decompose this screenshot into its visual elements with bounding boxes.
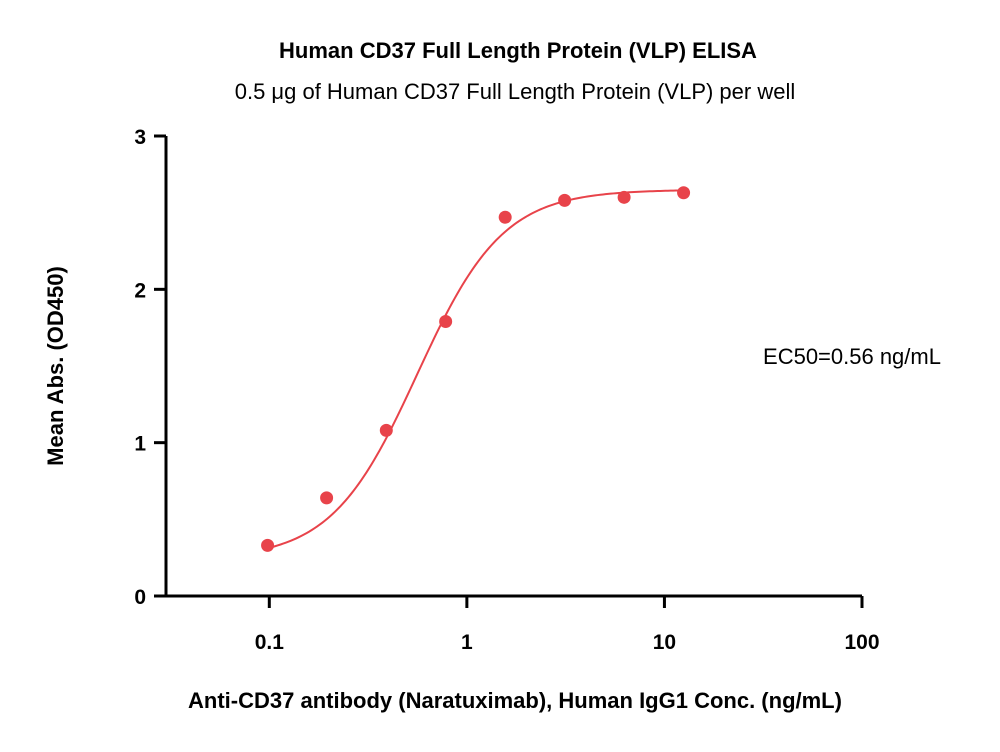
data-point: [379, 423, 393, 437]
fit-curve: [267, 189, 684, 550]
y-tick-label: 0: [134, 586, 146, 609]
data-points: [261, 186, 691, 552]
data-point: [439, 315, 453, 329]
data-point: [498, 210, 512, 224]
x-tick-label: 0.1: [255, 631, 285, 654]
y-axis-label: Mean Abs. (OD450): [43, 266, 68, 466]
chart-title: Human CD37 Full Length Protein (VLP) ELI…: [279, 38, 757, 63]
y-tick-label: 1: [134, 433, 146, 456]
x-axis-ticks: 0.1 1 10 100: [255, 596, 880, 654]
x-tick-label: 1: [461, 631, 473, 654]
data-point: [261, 538, 275, 552]
data-point: [320, 491, 334, 505]
chart-subtitle: 0.5 μg of Human CD37 Full Length Protein…: [235, 79, 796, 104]
x-tick-label: 100: [844, 631, 879, 654]
data-point: [558, 193, 572, 207]
axes: [164, 136, 862, 598]
x-tick-label: 10: [653, 631, 676, 654]
x-axis-label: Anti-CD37 antibody (Naratuximab), Human …: [188, 688, 842, 713]
fit-curve-group: [267, 189, 684, 550]
data-point: [677, 186, 691, 200]
y-tick-label: 2: [134, 279, 146, 302]
data-point: [617, 190, 631, 204]
y-tick-label: 3: [134, 126, 146, 149]
ec50-annotation: EC50=0.56 ng/mL: [763, 344, 941, 369]
y-axis-ticks: 0 1 2 3: [134, 126, 166, 609]
